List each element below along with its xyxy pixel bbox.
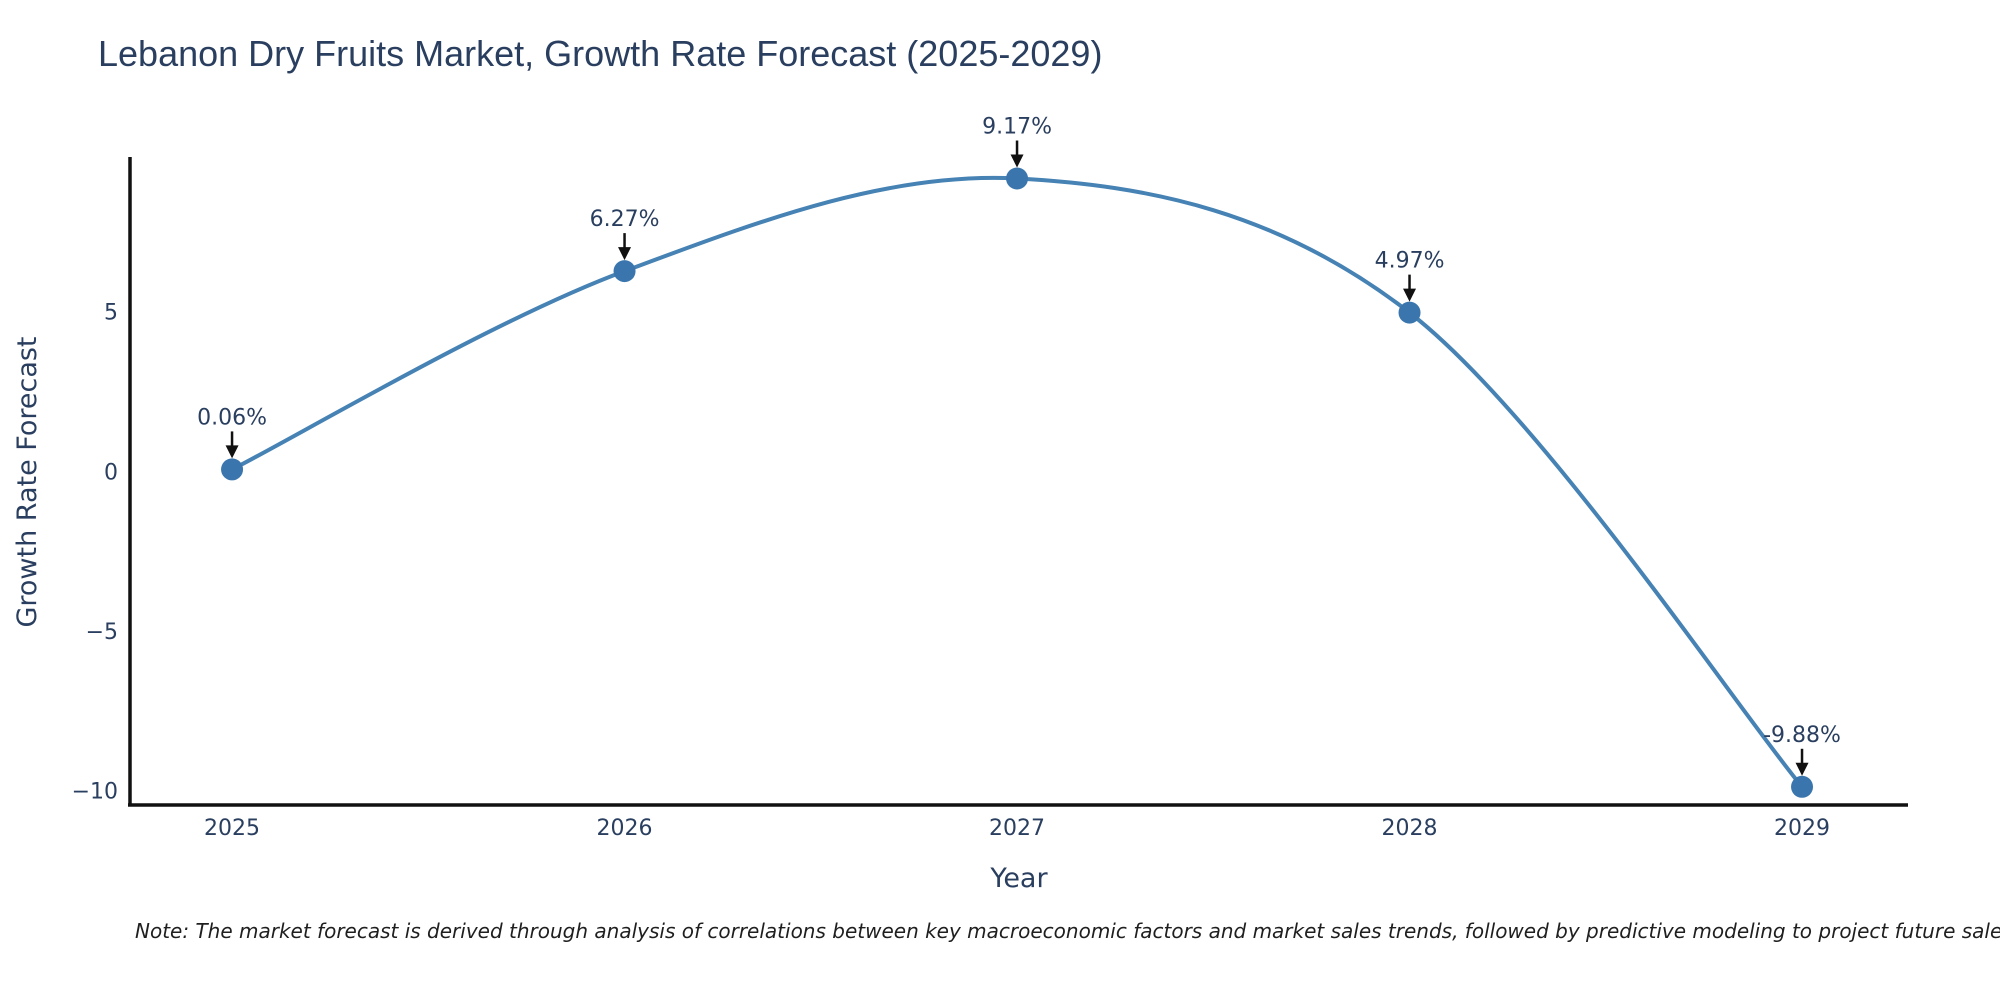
data-label: 4.97% (1375, 249, 1445, 274)
data-point (613, 260, 636, 283)
x-tick-label: 2027 (989, 816, 1045, 841)
data-label: 6.27% (590, 207, 660, 232)
data-label: 0.06% (197, 405, 267, 430)
data-point (1791, 775, 1814, 798)
y-axis-title: Growth Rate Forecast (12, 336, 43, 627)
annotation-arrow-head (225, 445, 239, 459)
x-tick-label: 2028 (1382, 816, 1438, 841)
x-axis-title: Year (989, 863, 1048, 894)
x-tick-label: 2026 (597, 816, 653, 841)
y-tick-label: 0 (104, 460, 118, 485)
annotation-arrow-head (1795, 762, 1809, 776)
annotation-arrow-head (1010, 154, 1024, 168)
annotation-arrow-head (1403, 288, 1417, 302)
series-line (230, 175, 1805, 789)
data-point (221, 458, 244, 481)
data-label: -9.88% (1763, 723, 1841, 748)
data-annotations: 0.06% 6.27% 9.17% 4.97% -9.88% (197, 115, 1841, 776)
x-tick-label: 2025 (204, 816, 260, 841)
y-tick-label: 5 (104, 301, 118, 326)
data-points (221, 167, 1814, 798)
data-point (1006, 167, 1029, 190)
data-label: 9.17% (982, 115, 1052, 140)
x-tick-label: 2029 (1774, 816, 1830, 841)
y-tick-label: −10 (72, 780, 118, 805)
chart-title: Lebanon Dry Fruits Market, Growth Rate F… (98, 33, 1102, 74)
y-tick-label: −5 (86, 620, 118, 645)
y-axis-ticks: 5 0 −5 −10 (72, 301, 118, 805)
x-axis-ticks: 2025 2026 2027 2028 2029 (204, 816, 1830, 841)
footnote: Note: The market forecast is derived thr… (135, 919, 2000, 943)
data-point (1398, 301, 1421, 324)
annotation-arrow-head (618, 247, 632, 261)
